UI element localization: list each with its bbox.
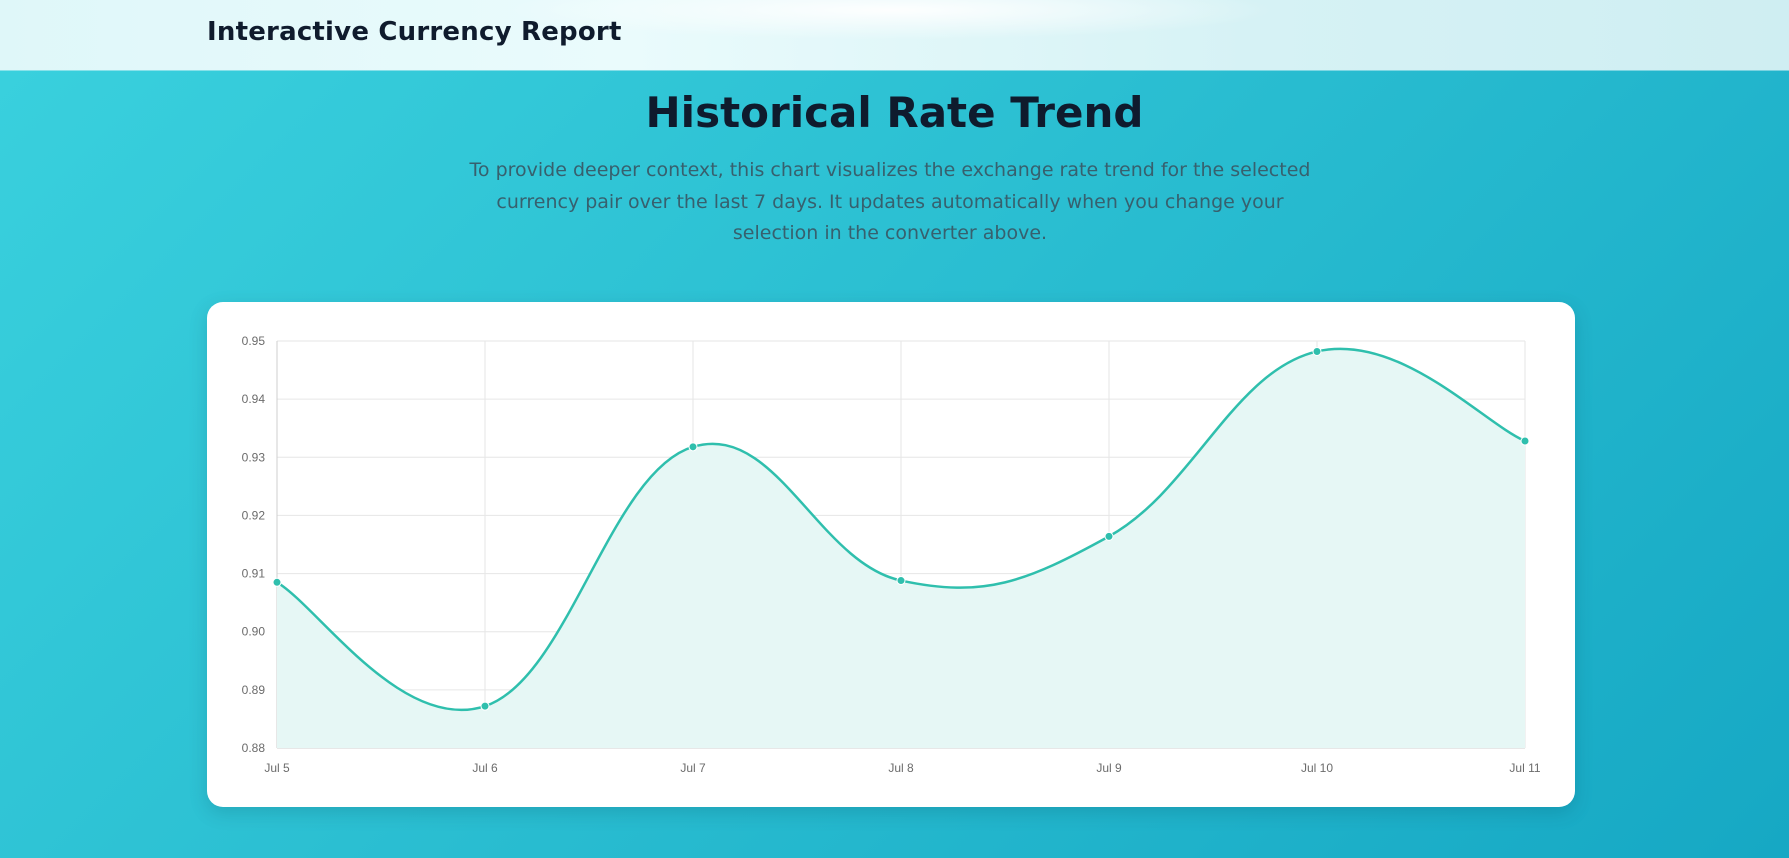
rate-trend-chart[interactable]: 0.95 0.94 0.93 0.92 0.91 0.90 0.89 0.88 Jul 5 Jul… xyxy=(207,302,1575,807)
x-tick-label: Jul 10 xyxy=(1301,761,1333,775)
x-tick-label: Jul 8 xyxy=(888,761,914,775)
data-point[interactable] xyxy=(480,701,490,711)
y-tick-label: 0.94 xyxy=(242,392,266,406)
y-tick-label: 0.95 xyxy=(242,334,266,348)
y-tick-label: 0.92 xyxy=(242,508,266,522)
x-tick-label: Jul 5 xyxy=(264,761,290,775)
brand-title: Interactive Currency Report xyxy=(207,17,622,47)
section-description: To provide deeper context, this chart vi… xyxy=(469,159,1311,244)
data-point[interactable] xyxy=(1312,346,1322,356)
series-area-fill xyxy=(277,348,1525,748)
chart-card: 0.95 0.94 0.93 0.92 0.91 0.90 0.89 0.88 Jul 5 Jul… xyxy=(207,302,1575,807)
top-header: Interactive Currency Report xyxy=(0,0,1789,70)
data-point[interactable] xyxy=(1520,436,1530,446)
y-tick-label: 0.89 xyxy=(242,683,266,697)
y-tick-label: 0.93 xyxy=(242,450,266,464)
data-point[interactable] xyxy=(896,576,906,586)
x-tick-label: Jul 7 xyxy=(680,761,706,775)
data-point[interactable] xyxy=(272,577,282,587)
x-tick-label: Jul 11 xyxy=(1509,761,1540,775)
y-tick-label: 0.88 xyxy=(242,741,266,755)
y-tick-label: 0.90 xyxy=(242,625,266,639)
x-tick-label: Jul 9 xyxy=(1096,761,1122,775)
data-point[interactable] xyxy=(1104,531,1114,541)
section-title: Historical Rate Trend xyxy=(645,88,1144,137)
data-point[interactable] xyxy=(688,442,698,452)
x-tick-label: Jul 6 xyxy=(472,761,498,775)
header-glow xyxy=(500,0,1280,40)
y-tick-label: 0.91 xyxy=(242,567,266,581)
